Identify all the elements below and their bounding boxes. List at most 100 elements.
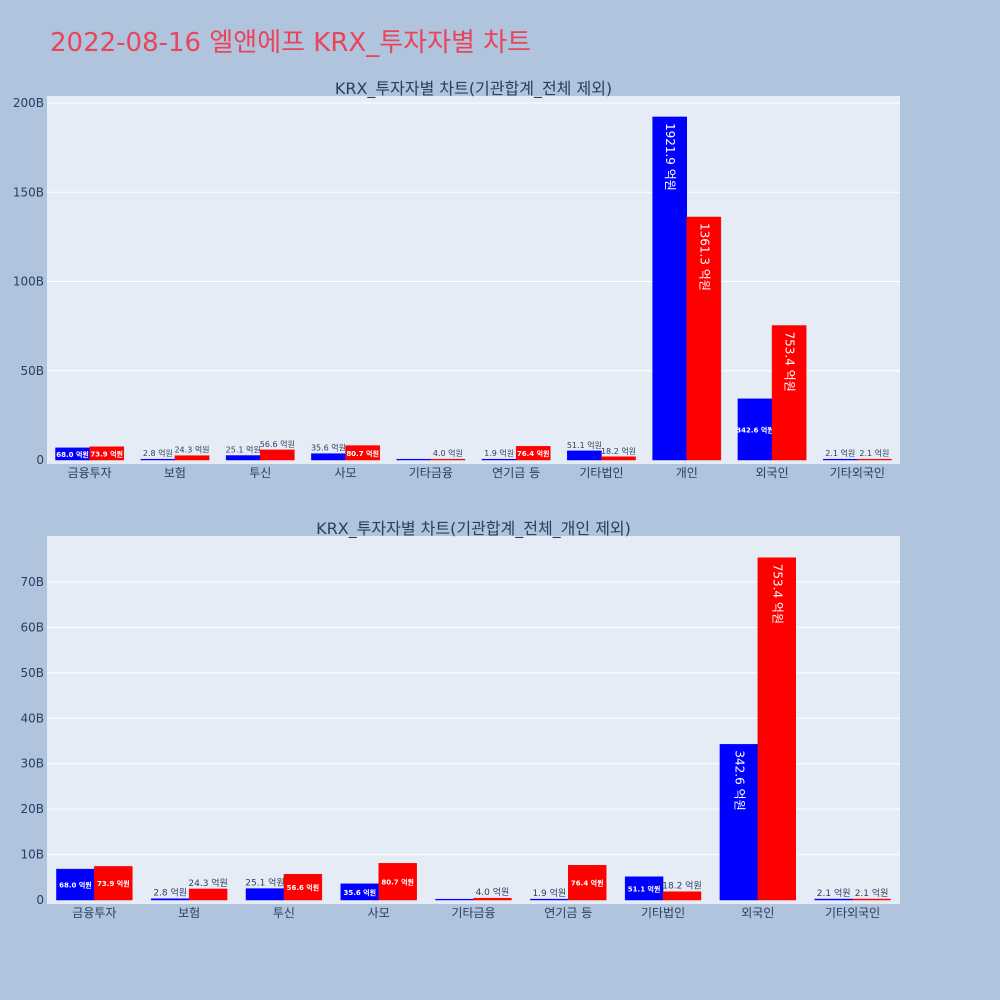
x-tick-label: 연기금 등 — [492, 466, 540, 480]
bar — [530, 898, 569, 901]
bar — [515, 446, 551, 461]
bar — [140, 458, 176, 461]
data-label: 2.8 억원 — [143, 448, 173, 458]
bar — [430, 458, 466, 461]
x-tick-label: 보험 — [164, 466, 186, 480]
bar — [686, 216, 722, 461]
bar — [822, 458, 858, 461]
data-label: 1921.9 억원 — [663, 123, 677, 191]
x-tick-label: 사모 — [368, 906, 390, 920]
bar — [757, 557, 796, 901]
x-tick-label: 보험 — [178, 906, 200, 920]
data-label: 80.7 억원 — [381, 878, 414, 887]
x-tick-label: 연기금 등 — [544, 906, 592, 920]
x-tick-label: 기타외국인 — [825, 906, 880, 920]
data-label: 18.2 억원 — [601, 446, 636, 456]
y-tick-label: 50B — [20, 364, 44, 378]
x-tick-label: 투신 — [273, 906, 295, 920]
data-label: 25.1 억원 — [226, 445, 261, 455]
data-label: 2.8 억원 — [153, 887, 187, 899]
data-label: 2.1 억원 — [817, 887, 851, 899]
x-tick-label: 금융투자 — [72, 906, 116, 920]
x-tick-label: 외국인 — [741, 906, 774, 920]
bar — [345, 445, 380, 461]
x-tick-label: 기타법인 — [641, 906, 685, 920]
x-tick-label: 사모 — [335, 466, 357, 480]
bar — [652, 116, 688, 461]
bar — [481, 458, 517, 461]
y-tick-label: 50B — [20, 666, 44, 680]
data-label: 24.3 억원 — [188, 877, 227, 889]
y-tick-label: 70B — [20, 575, 44, 589]
bar — [567, 450, 602, 461]
data-label: 4.0 억원 — [433, 448, 463, 458]
bar — [151, 898, 190, 901]
bar — [435, 898, 474, 901]
data-label: 68.0 억원 — [59, 881, 92, 890]
bar — [260, 449, 295, 461]
bar — [89, 446, 125, 461]
data-label: 73.9 억원 — [97, 879, 130, 888]
data-label: 51.1 억원 — [567, 440, 602, 450]
chart-title: KRX_투자자별 차트(기관합계_전체 제외) — [335, 79, 612, 99]
data-label: 2.1 억원 — [859, 448, 889, 458]
data-label: 342.6 억원 — [736, 425, 773, 434]
data-label: 753.4 억원 — [783, 332, 797, 392]
bar — [662, 891, 702, 901]
data-label: 56.6 억원 — [260, 439, 295, 449]
bar — [624, 876, 664, 901]
y-tick-label: 100B — [13, 275, 44, 289]
y-tick-label: 0 — [36, 453, 44, 467]
x-tick-label: 기타법인 — [579, 466, 623, 480]
bar — [771, 325, 807, 461]
data-label: 76.4 억원 — [571, 879, 604, 888]
bar — [283, 874, 323, 901]
data-label: 73.9 억원 — [90, 449, 123, 458]
chart-title: KRX_투자자별 차트(기관합계_전체_개인 제외) — [316, 519, 631, 539]
y-tick-label: 200B — [13, 96, 44, 110]
data-label: 80.7 억원 — [346, 449, 379, 458]
bar — [857, 458, 892, 461]
bar — [473, 897, 512, 901]
data-label: 24.3 억원 — [174, 445, 209, 455]
y-tick-label: 20B — [20, 802, 44, 816]
x-tick-label: 외국인 — [755, 466, 788, 480]
y-tick-label: 10B — [20, 848, 44, 862]
x-tick-label: 투신 — [249, 466, 271, 480]
data-label: 76.4 억원 — [517, 449, 550, 458]
data-label: 2.1 억원 — [825, 448, 855, 458]
y-tick-label: 40B — [20, 711, 44, 725]
bar — [94, 866, 133, 901]
data-label: 56.6 억원 — [287, 883, 320, 892]
data-label: 68.0 억원 — [56, 450, 89, 459]
data-label: 51.1 억원 — [628, 884, 661, 893]
x-tick-label: 개인 — [676, 466, 698, 480]
data-label: 1.9 억원 — [532, 887, 566, 899]
data-label: 18.2 억원 — [662, 880, 701, 892]
bar — [814, 898, 853, 901]
bar — [601, 456, 636, 461]
bar — [852, 898, 891, 901]
data-label: 1361.3 억원 — [697, 223, 711, 291]
bar — [174, 455, 210, 461]
bar — [245, 888, 285, 901]
data-label: 1.9 억원 — [484, 448, 514, 458]
y-tick-label: 60B — [20, 620, 44, 634]
bar — [737, 398, 773, 461]
y-tick-label: 150B — [13, 185, 44, 199]
bar — [378, 863, 417, 901]
data-label: 4.0 억원 — [476, 886, 510, 898]
x-tick-label: 금융투자 — [68, 466, 112, 480]
data-label: 2.1 억원 — [855, 887, 889, 899]
bar — [719, 744, 759, 901]
bar — [188, 888, 228, 901]
bar — [568, 865, 607, 901]
data-label: 753.4 억원 — [770, 564, 784, 624]
data-label: 35.6 억원 — [311, 443, 346, 453]
bar — [225, 455, 261, 461]
x-tick-label: 기타금융 — [409, 466, 453, 480]
x-tick-label: 기타금융 — [451, 906, 495, 920]
x-tick-label: 기타외국인 — [830, 466, 885, 480]
data-label: 342.6 억원 — [732, 750, 746, 810]
